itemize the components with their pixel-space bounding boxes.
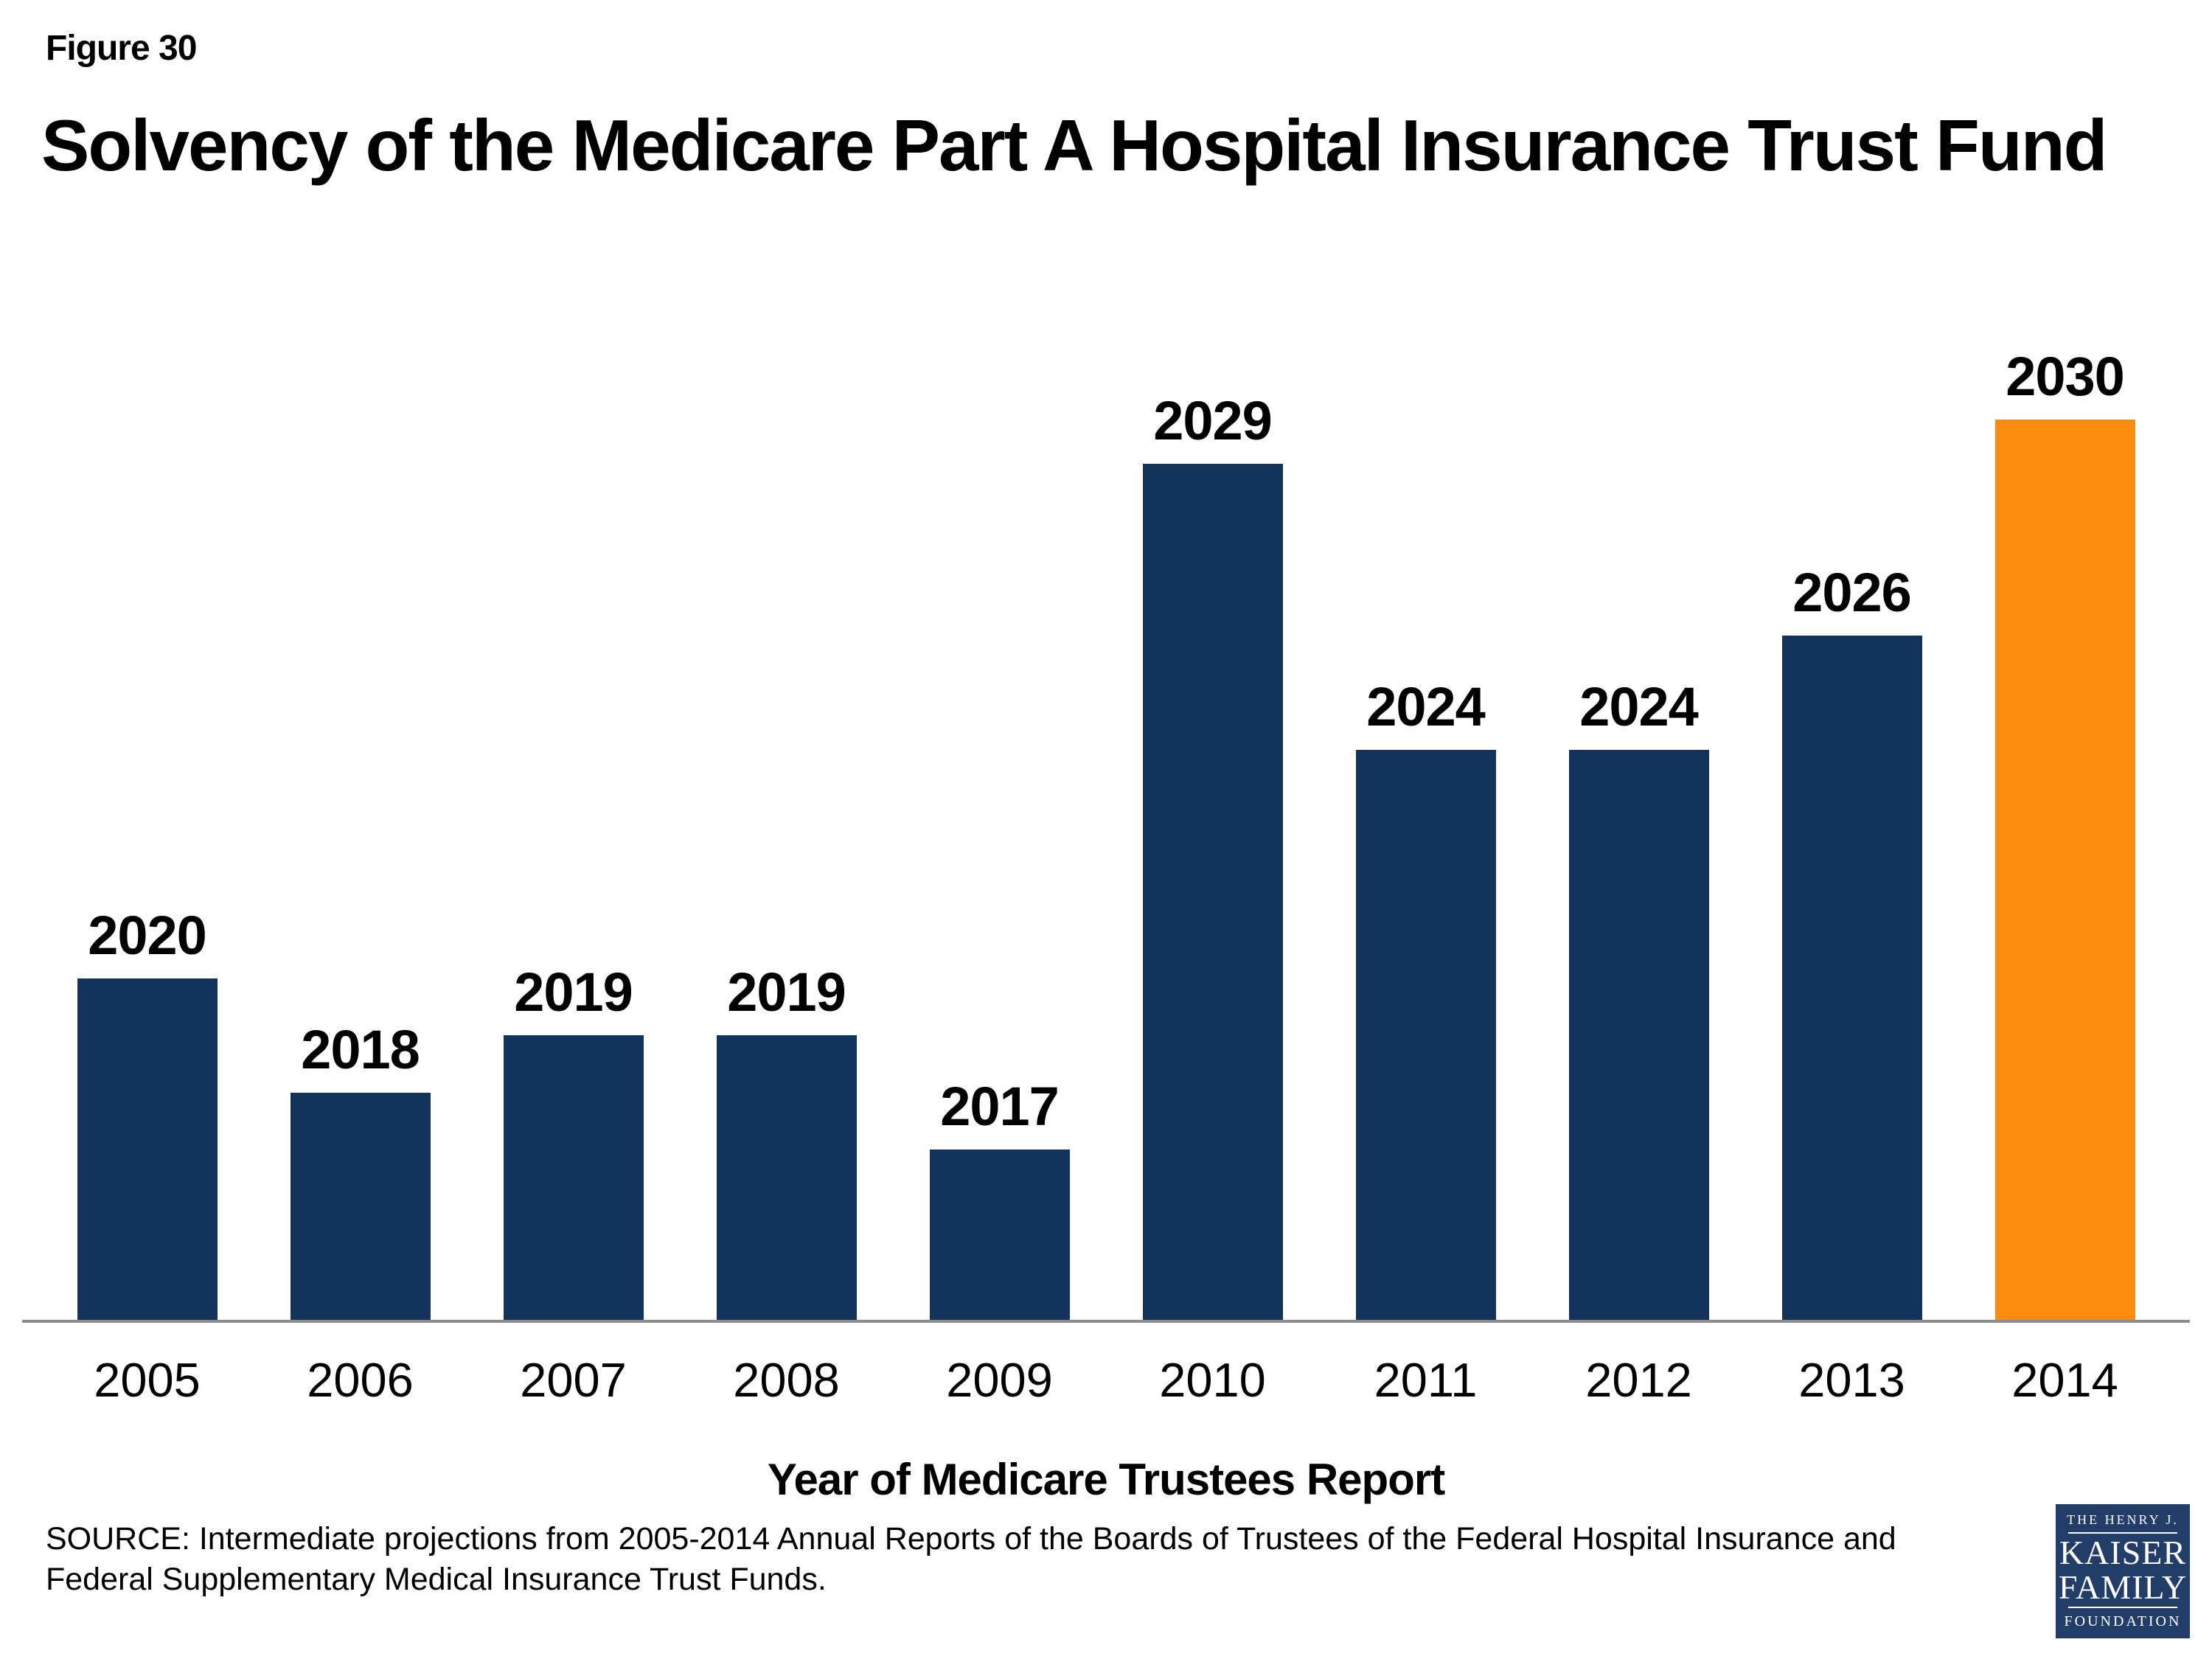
kff-logo: THE HENRY J. KAISER FAMILY FOUNDATION bbox=[2056, 1504, 2190, 1638]
bar-chart-plot-area: 2020 2018 2019 2019 2017 2029 2024 2024 2026 2030 bbox=[41, 347, 2171, 1321]
bar-value-label: 2029 bbox=[1153, 389, 1273, 451]
bar-value-label: 2019 bbox=[727, 961, 846, 1023]
source-note: SOURCE: Intermediate projections from 20… bbox=[46, 1519, 2037, 1600]
x-tick-2014: 2014 bbox=[2011, 1353, 2118, 1407]
bar-column-2008: 2019 bbox=[680, 347, 893, 1321]
chart-title: Solvency of the Medicare Part A Hospital… bbox=[41, 105, 2108, 186]
logo-henry-j-text: THE HENRY J. bbox=[2067, 1512, 2179, 1527]
x-tick-2009: 2009 bbox=[946, 1353, 1053, 1407]
x-tick-2008: 2008 bbox=[733, 1353, 840, 1407]
bar-2010 bbox=[1142, 464, 1283, 1321]
bar-value-label: 2019 bbox=[514, 961, 633, 1023]
bar-column-2007: 2019 bbox=[467, 347, 680, 1321]
bar-2006 bbox=[290, 1093, 431, 1321]
figure-label: Figure 30 bbox=[46, 29, 197, 68]
bar-column-2014: 2030 bbox=[1958, 347, 2171, 1321]
bar-column-2011: 2024 bbox=[1319, 347, 1532, 1321]
bar-2011 bbox=[1355, 750, 1496, 1321]
x-tick-2013: 2013 bbox=[1798, 1353, 1905, 1407]
bar-value-label: 2018 bbox=[301, 1018, 420, 1080]
bar-value-label: 2024 bbox=[1579, 675, 1699, 737]
bar-2009 bbox=[929, 1150, 1070, 1321]
logo-kaiser-text: KAISER bbox=[2059, 1533, 2187, 1571]
bar-value-label: 2026 bbox=[1792, 561, 1912, 623]
bar-value-label: 2030 bbox=[2006, 346, 2125, 407]
bar-2007 bbox=[503, 1035, 644, 1321]
x-tick-2012: 2012 bbox=[1585, 1353, 1692, 1407]
logo-foundation-text: FOUNDATION bbox=[2064, 1613, 2182, 1630]
bar-column-2013: 2026 bbox=[1745, 347, 1958, 1321]
x-axis-title: Year of Medicare Trustees Report bbox=[767, 1455, 1445, 1504]
logo-divider-bottom bbox=[2068, 1607, 2177, 1609]
bar-2013 bbox=[1781, 636, 1922, 1321]
bar-column-2005: 2020 bbox=[41, 347, 254, 1321]
bar-2008 bbox=[716, 1035, 857, 1321]
bar-value-label: 2017 bbox=[940, 1075, 1060, 1137]
source-line-1: SOURCE: Intermediate projections from 20… bbox=[46, 1521, 1896, 1557]
x-tick-2005: 2005 bbox=[94, 1353, 201, 1407]
x-axis-tick-labels: 2005 2006 2007 2008 2009 2010 2011 2012 2013 2014 bbox=[41, 1352, 2171, 1409]
x-tick-2010: 2010 bbox=[1159, 1353, 1266, 1407]
logo-divider-top bbox=[2068, 1531, 2177, 1534]
bar-2012 bbox=[1568, 750, 1709, 1321]
bar-column-2012: 2024 bbox=[1532, 347, 1745, 1321]
logo-family-text: FAMILY bbox=[2058, 1568, 2188, 1606]
bar-column-2010: 2029 bbox=[1106, 347, 1319, 1321]
source-line-2: Federal Supplementary Medical Insurance … bbox=[46, 1562, 827, 1598]
x-axis-line bbox=[22, 1320, 2190, 1323]
bar-column-2006: 2018 bbox=[254, 347, 467, 1321]
bar-value-label: 2024 bbox=[1366, 675, 1486, 737]
bar-2005 bbox=[77, 978, 218, 1321]
x-tick-2006: 2006 bbox=[307, 1353, 414, 1407]
x-tick-2011: 2011 bbox=[1374, 1353, 1478, 1407]
bar-column-2009: 2017 bbox=[893, 347, 1106, 1321]
bar-value-label: 2020 bbox=[88, 904, 207, 966]
bar-2014 bbox=[1994, 420, 2135, 1321]
x-tick-2007: 2007 bbox=[520, 1353, 627, 1407]
